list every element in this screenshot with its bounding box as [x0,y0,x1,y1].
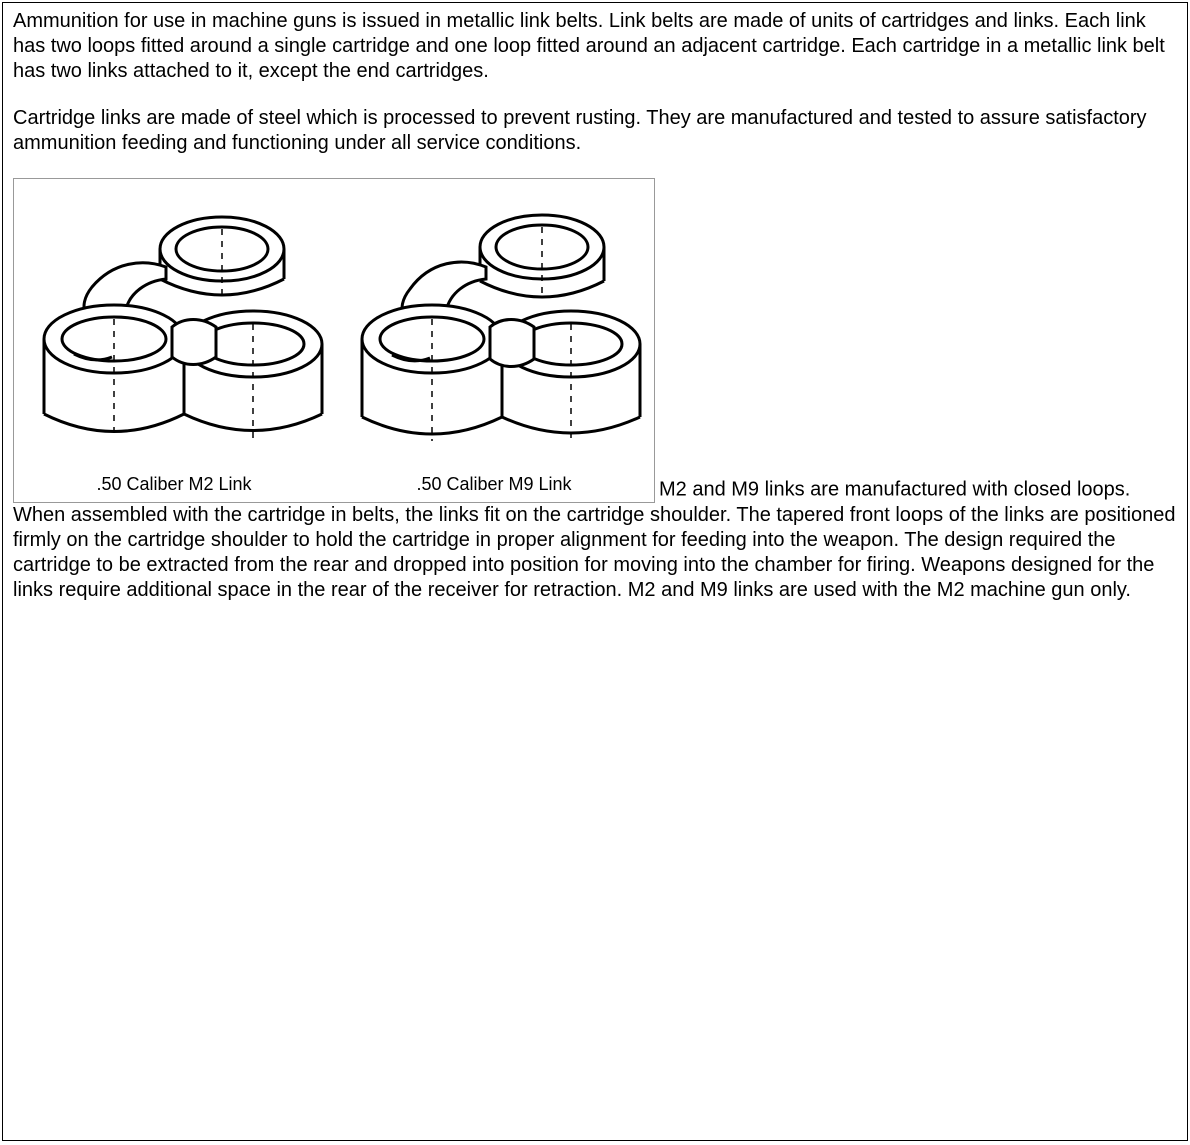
figure-and-paragraph-3: .50 Caliber M2 Link .50 Caliber M9 Link … [13,178,1177,603]
figure-caption-row: .50 Caliber M2 Link .50 Caliber M9 Link [14,469,654,502]
paragraph-1: Ammunition for use in machine guns is is… [13,9,1177,84]
caption-m2-link: .50 Caliber M2 Link [14,473,334,496]
links-drawing-svg [14,179,654,469]
document-page: Ammunition for use in machine guns is is… [2,2,1188,1141]
figure-cartridge-links: .50 Caliber M2 Link .50 Caliber M9 Link [13,178,655,503]
paragraph-2: Cartridge links are made of steel which … [13,106,1177,156]
caption-m9-link: .50 Caliber M9 Link [334,473,654,496]
